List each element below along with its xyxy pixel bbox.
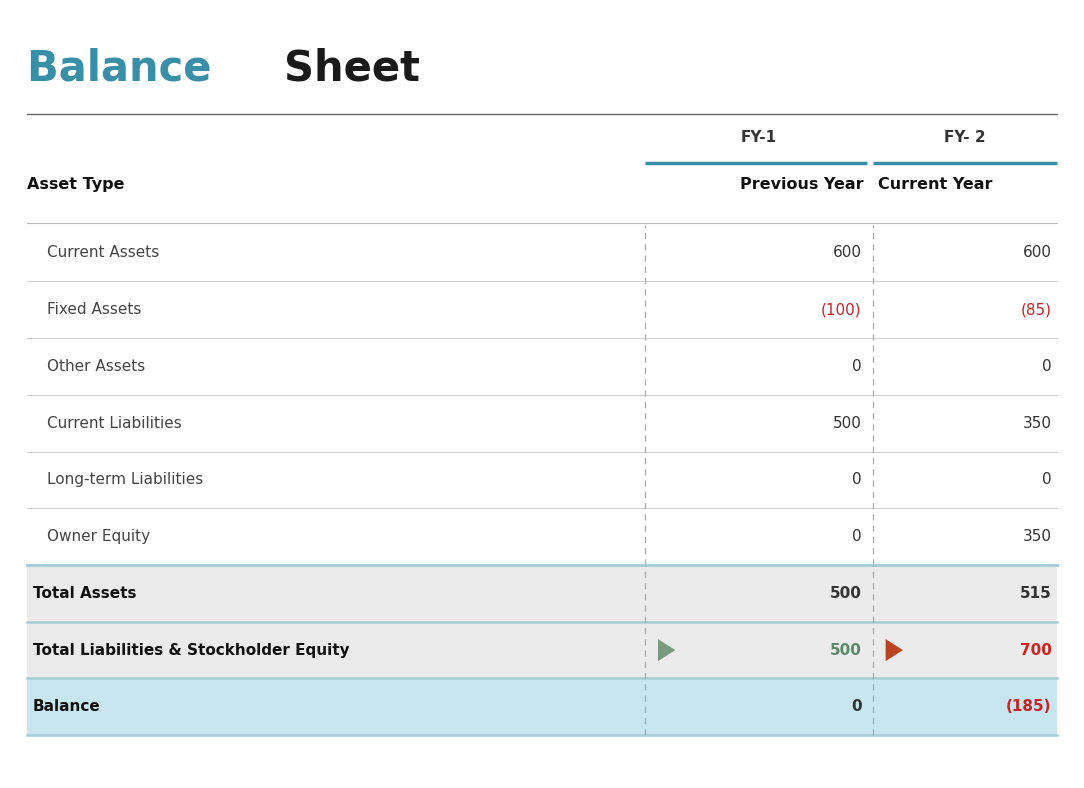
Text: 500: 500 [830,642,862,658]
Text: FY- 2: FY- 2 [944,130,985,145]
Text: 500: 500 [833,415,862,431]
Text: (85): (85) [1020,302,1051,318]
Text: Asset Type: Asset Type [27,177,125,192]
Text: 350: 350 [1022,529,1051,545]
Text: 500: 500 [830,585,862,601]
Text: Other Assets: Other Assets [47,359,145,374]
Text: 0: 0 [1042,472,1051,488]
Text: 600: 600 [833,245,862,261]
Text: 515: 515 [1020,585,1051,601]
Text: 0: 0 [851,699,862,715]
Text: 600: 600 [1022,245,1051,261]
Text: Current Liabilities: Current Liabilities [47,415,181,431]
Text: Balance: Balance [33,699,101,715]
Text: Total Assets: Total Assets [33,585,136,601]
Text: (185): (185) [1006,699,1051,715]
Polygon shape [658,639,675,661]
Text: 350: 350 [1022,415,1051,431]
FancyBboxPatch shape [27,622,1057,678]
Text: Sheet: Sheet [284,47,420,89]
Polygon shape [886,639,903,661]
Text: Current Assets: Current Assets [47,245,159,261]
FancyBboxPatch shape [27,678,1057,735]
Text: (100): (100) [822,302,862,318]
Text: Current Year: Current Year [878,177,993,192]
Text: Total Liabilities & Stockholder Equity: Total Liabilities & Stockholder Equity [33,642,349,658]
Text: Fixed Assets: Fixed Assets [47,302,141,318]
Text: Owner Equity: Owner Equity [47,529,150,545]
Text: FY-1: FY-1 [740,130,777,145]
Text: 0: 0 [852,472,862,488]
Text: 0: 0 [852,359,862,374]
Text: 0: 0 [852,529,862,545]
Text: Previous Year: Previous Year [740,177,864,192]
Text: Balance: Balance [27,47,227,89]
Text: 700: 700 [1020,642,1051,658]
Text: Long-term Liabilities: Long-term Liabilities [47,472,203,488]
Text: 0: 0 [1042,359,1051,374]
FancyBboxPatch shape [27,565,1057,622]
